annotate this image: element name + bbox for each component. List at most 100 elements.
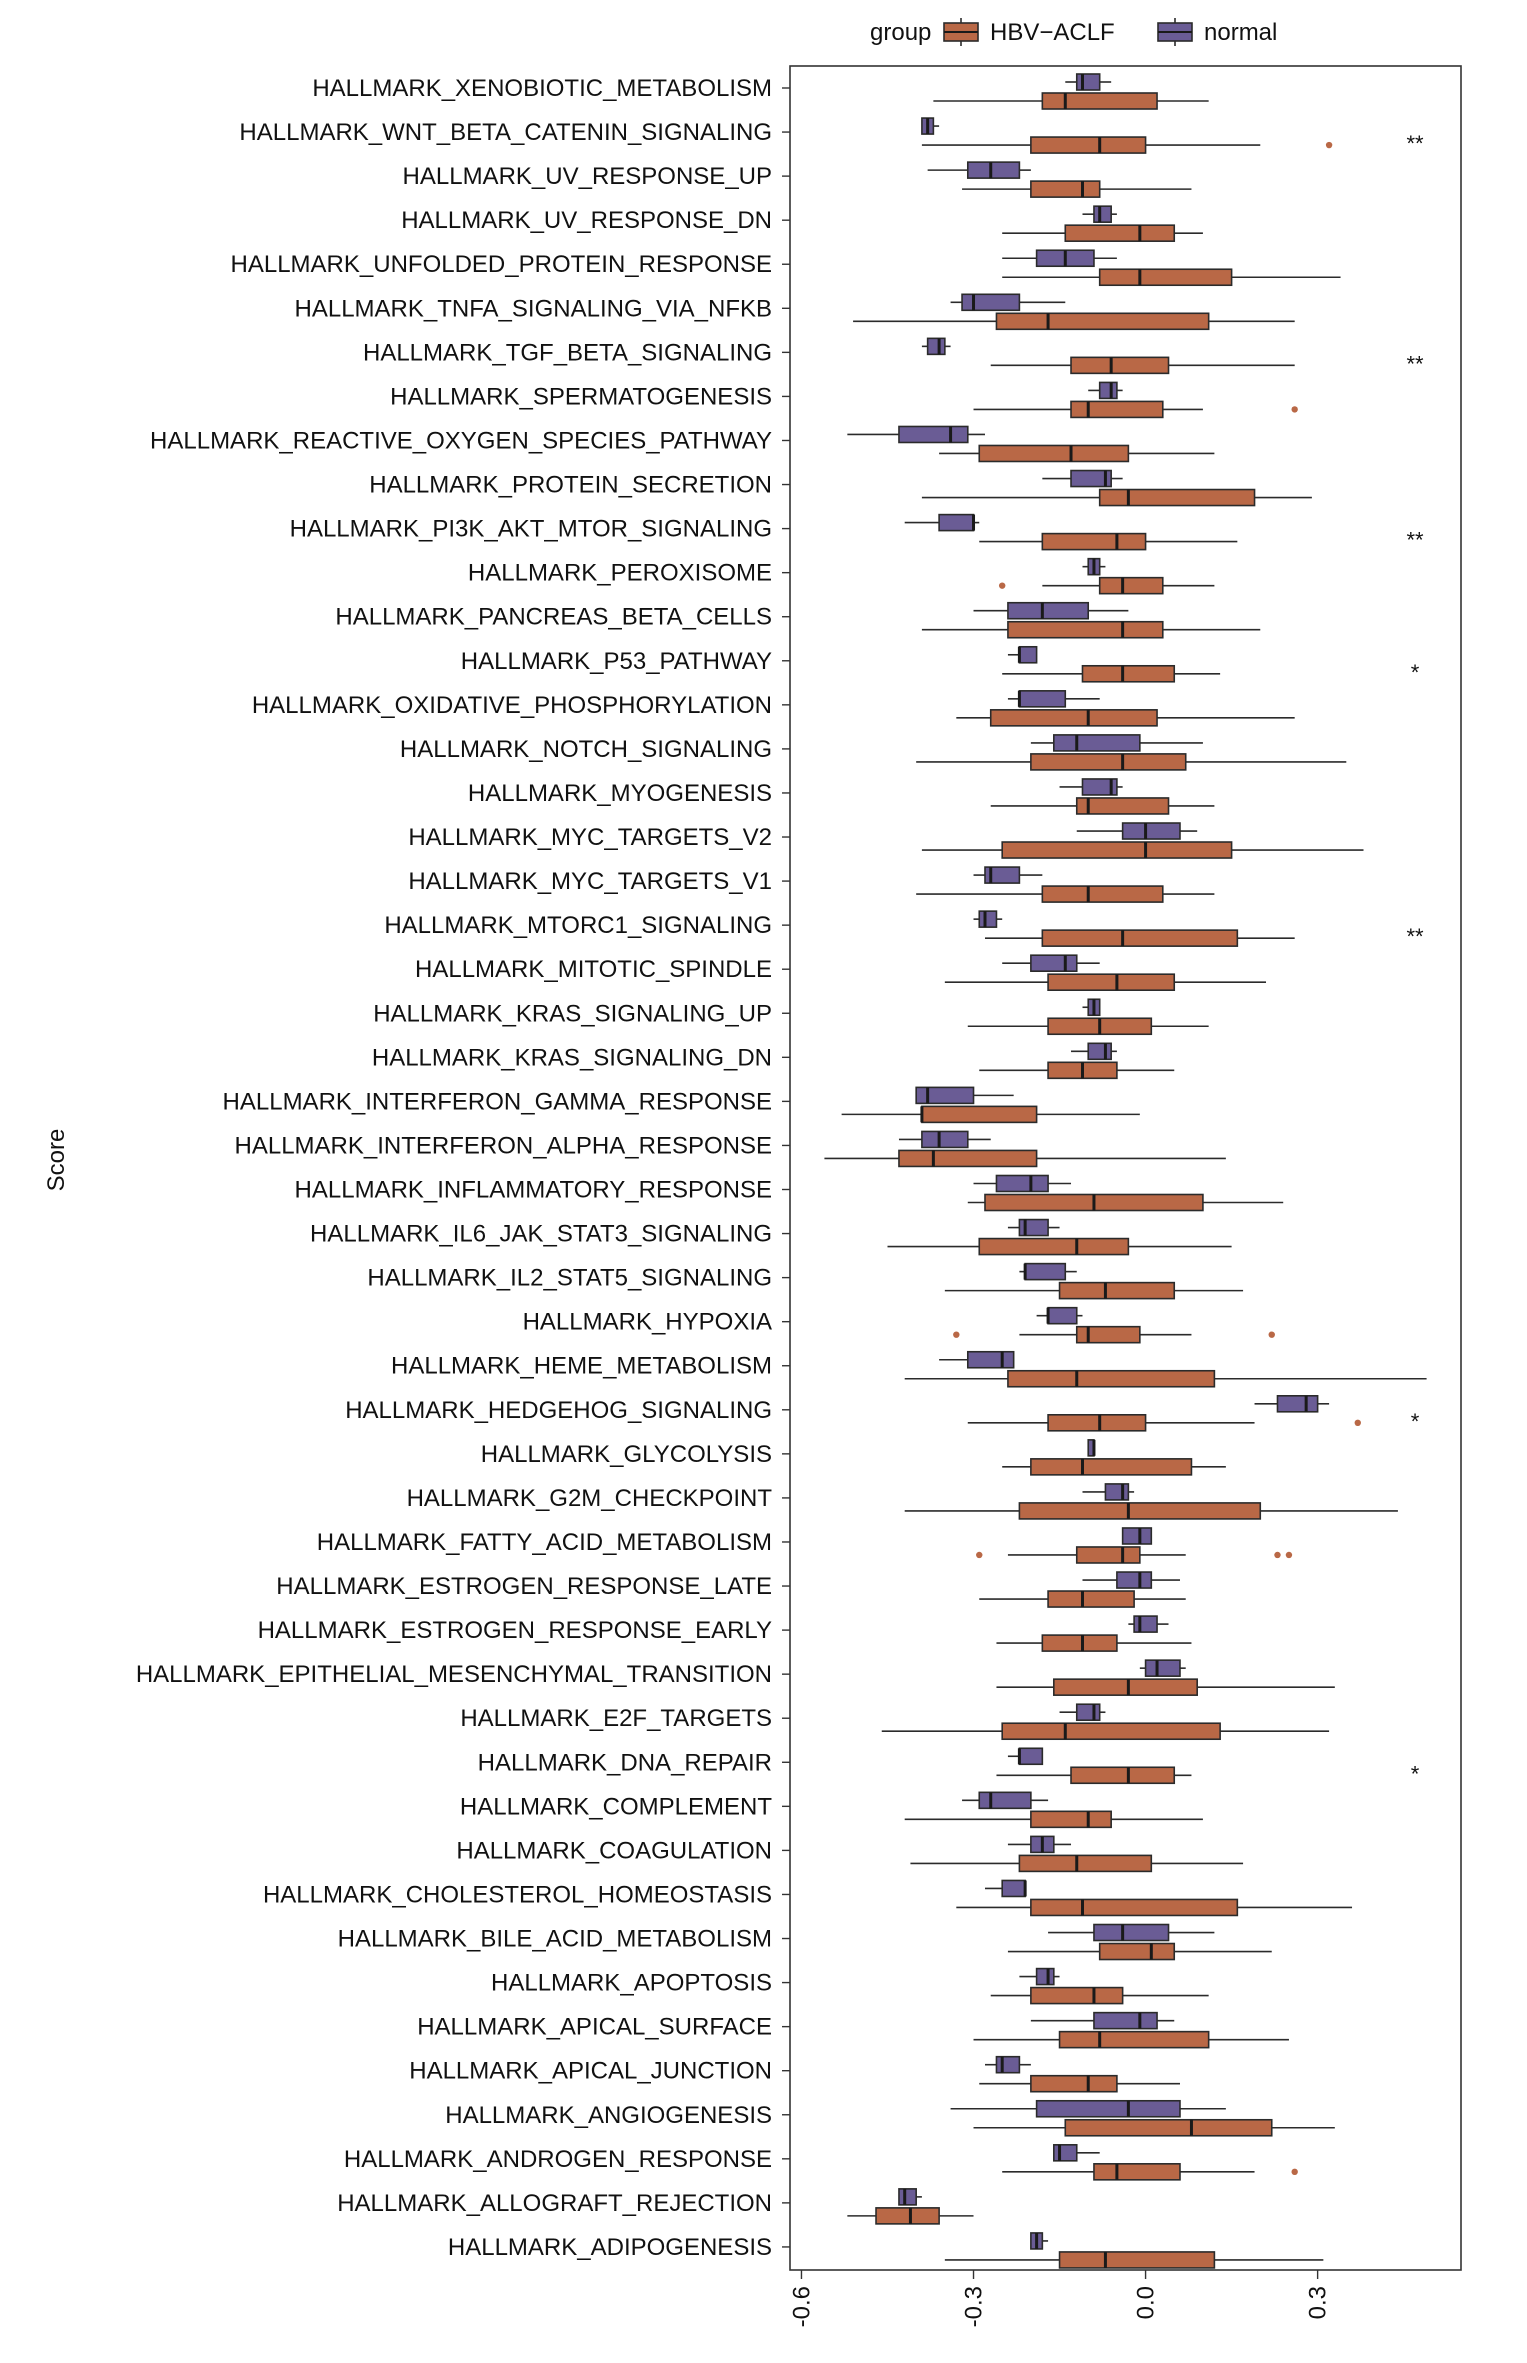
category-row: HALLMARK_OXIDATIVE_PHOSPHORYLATION — [252, 690, 1295, 727]
category-row: HALLMARK_DNA_REPAIR * — [478, 1747, 1420, 1786]
category-label: HALLMARK_HYPOXIA — [523, 1309, 772, 1336]
category-label: HALLMARK_COAGULATION — [456, 1837, 772, 1864]
normal-box — [978, 910, 998, 928]
aclf-box — [1070, 400, 1164, 419]
category-row: HALLMARK_ALLOGRAFT_REJECTION — [337, 2188, 974, 2225]
normal-box — [1001, 1879, 1026, 1898]
category-row: HALLMARK_PEROXISOME — [468, 557, 1215, 595]
aclf-box — [1030, 1986, 1124, 2005]
aclf-box — [1070, 1766, 1176, 1785]
category-label: HALLMARK_PROTEIN_SECRETION — [369, 472, 772, 499]
aclf-box — [1075, 1325, 1141, 1344]
category-label: HALLMARK_REACTIVE_OXYGEN_SPECIES_PATHWAY — [150, 427, 772, 454]
category-label: HALLMARK_GLYCOLYSIS — [481, 1441, 772, 1468]
aclf-box — [1007, 620, 1164, 639]
category-row: HALLMARK_MTORC1_SIGNALING ** — [384, 910, 1424, 949]
category-label: HALLMARK_ANDROGEN_RESPONSE — [344, 2146, 772, 2173]
normal-box — [1075, 1703, 1101, 1722]
aclf-box — [1030, 1458, 1193, 1476]
aclf-box — [875, 2207, 940, 2225]
aclf-box — [1098, 268, 1233, 287]
aclf-box — [1047, 973, 1176, 992]
category-label: HALLMARK_MTORC1_SIGNALING — [384, 912, 772, 939]
x-tick-label: -0.6 — [788, 2286, 815, 2327]
aclf-box — [1093, 2163, 1181, 2181]
category-row: HALLMARK_UV_RESPONSE_DN — [401, 205, 1203, 242]
normal-box — [1024, 1262, 1067, 1281]
category-row: HALLMARK_COAGULATION — [456, 1835, 1244, 1873]
plot-panel — [789, 65, 1462, 2271]
category-label: HALLMARK_UNFOLDED_PROTEIN_RESPONSE — [231, 251, 772, 278]
legend-entry: HBV−ACLF — [943, 18, 1115, 46]
significance-label: * — [1411, 660, 1420, 685]
category-label: HALLMARK_KRAS_SIGNALING_UP — [373, 1000, 772, 1027]
category-row: HALLMARK_COMPLEMENT — [460, 1791, 1203, 1829]
normal-box — [1081, 778, 1118, 796]
category-row: HALLMARK_PANCREAS_BETA_CELLS — [335, 601, 1261, 639]
category-row: HALLMARK_FATTY_ACID_METABOLISM — [317, 1527, 1293, 1564]
category-label: HALLMARK_BILE_ACID_METABOLISM — [338, 1926, 772, 1953]
category-row: HALLMARK_GLYCOLYSIS — [481, 1439, 1226, 1476]
normal-box — [915, 1086, 975, 1105]
aclf-box — [1030, 180, 1101, 198]
aclf-box — [1018, 1502, 1262, 1520]
category-row: HALLMARK_P53_PATHWAY * — [461, 645, 1420, 685]
aclf-box — [1041, 532, 1147, 551]
normal-box — [1075, 73, 1101, 91]
aclf-box — [1075, 1546, 1141, 1564]
category-row: HALLMARK_KRAS_SIGNALING_DN — [372, 1042, 1175, 1080]
category-label: HALLMARK_APOPTOSIS — [491, 1970, 772, 1997]
significance-label: ** — [1406, 528, 1424, 553]
aclf-box — [1081, 664, 1176, 683]
category-row: HALLMARK_UV_RESPONSE_UP — [403, 161, 1192, 198]
category-row: HALLMARK_ANGIOGENESIS — [445, 2099, 1335, 2137]
category-row: HALLMARK_APOPTOSIS — [491, 1967, 1209, 2005]
score-axis-label: Score — [43, 1129, 70, 1192]
category-label: HALLMARK_COMPLEMENT — [460, 1793, 772, 1820]
aclf-box — [1053, 1678, 1198, 1696]
aclf-outlier — [1354, 1419, 1361, 1427]
category-row: HALLMARK_APICAL_SURFACE — [417, 2011, 1289, 2049]
normal-box — [1144, 1659, 1181, 1677]
normal-box — [1116, 1571, 1153, 1589]
normal-box — [1093, 205, 1112, 223]
category-label: HALLMARK_ADIPOGENESIS — [448, 2234, 772, 2261]
category-label: HALLMARK_ALLOGRAFT_REJECTION — [337, 2190, 772, 2217]
aclf-outlier — [1291, 406, 1298, 413]
category-label: HALLMARK_UV_RESPONSE_UP — [403, 163, 772, 190]
legend-label: normal — [1204, 19, 1277, 46]
category-label: HALLMARK_PI3K_AKT_MTOR_SIGNALING — [290, 516, 772, 543]
aclf-box — [1041, 885, 1164, 903]
normal-box — [1098, 381, 1118, 400]
normal-box — [1007, 601, 1090, 620]
category-label: HALLMARK_XENOBIOTIC_METABOLISM — [312, 75, 772, 102]
normal-box — [1035, 1967, 1055, 1986]
category-label: HALLMARK_TNFA_SIGNALING_VIA_NFKB — [295, 295, 773, 322]
normal-box — [995, 1174, 1049, 1193]
category-label: HALLMARK_IL2_STAT5_SIGNALING — [367, 1265, 772, 1292]
normal-box — [938, 513, 975, 532]
category-label: HALLMARK_INTERFERON_ALPHA_RESPONSE — [235, 1132, 773, 1159]
normal-box — [1018, 690, 1067, 708]
normal-box — [961, 293, 1021, 312]
normal-box — [1276, 1395, 1319, 1413]
category-row: HALLMARK_ESTROGEN_RESPONSE_LATE — [276, 1571, 1186, 1608]
normal-box — [926, 337, 946, 356]
significance-label: ** — [1406, 924, 1424, 949]
category-label: HALLMARK_E2F_TARGETS — [460, 1705, 772, 1732]
category-label: HALLMARK_NOTCH_SIGNALING — [400, 736, 772, 763]
category-label: HALLMARK_CHOLESTEROL_HOMEOSTASIS — [263, 1881, 772, 1908]
category-row: HALLMARK_E2F_TARGETS — [460, 1703, 1330, 1741]
normal-box — [1121, 1527, 1153, 1545]
normal-box — [984, 866, 1021, 884]
legend-title: group — [870, 19, 931, 46]
legend-label: HBV−ACLF — [990, 19, 1115, 46]
category-row: HALLMARK_ANDROGEN_RESPONSE — [344, 2144, 1298, 2181]
normal-box — [1053, 734, 1141, 752]
normal-box — [1093, 2011, 1158, 2030]
category-row: HALLMARK_UNFOLDED_PROTEIN_RESPONSE — [231, 249, 1341, 287]
legend: group HBV−ACLF normal — [870, 18, 1277, 46]
normal-box — [966, 161, 1021, 179]
normal-box — [1030, 954, 1078, 973]
